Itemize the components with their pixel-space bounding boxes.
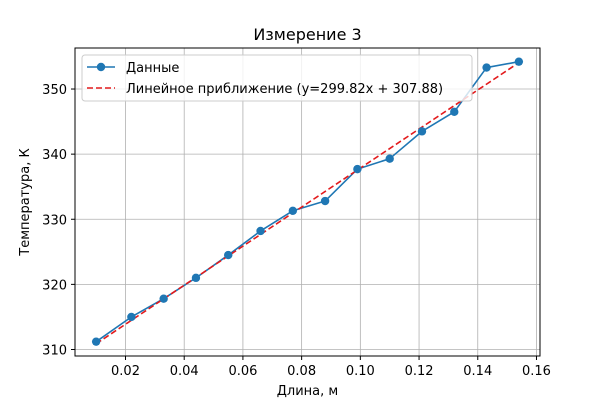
data-point [514,57,524,66]
data-point [320,196,330,206]
data-point [127,312,136,322]
x-tick-label: 0.08 [287,364,316,379]
x-tick-label: 0.14 [463,364,492,379]
chart-title: Измерение 3 [253,25,361,44]
data-point [159,294,168,303]
x-tick-label: 0.06 [228,364,257,379]
x-tick-label: 0.12 [405,364,434,379]
y-axis-label: Температура, К [18,148,33,256]
data-point [191,273,201,283]
legend: Данные Линейное приближение (y=299.82x +… [81,54,473,102]
y-tick-label: 330 [42,213,67,228]
plot-frame [74,47,541,357]
legend-box [81,54,473,102]
data-point [224,250,233,260]
legend-label-data: Данные [126,61,179,76]
data-point [353,164,362,174]
data-point [385,154,394,163]
series-line-data [95,60,520,343]
x-axis-label: Длина, м [277,384,338,399]
y-tick-label: 350 [42,83,67,98]
data-point [91,337,101,346]
x-tick-label: 0.04 [170,364,199,379]
x-tick-label: 0.16 [522,364,551,379]
ticks: 0.02 0.04 0.06 0.08 0.10 0.12 0.14 0.16 310 320 33… [42,83,551,379]
data-point [288,206,298,215]
y-tick-label: 320 [42,278,67,293]
data-point [450,107,459,117]
data-point [256,226,265,236]
x-tick-label: 0.10 [346,364,375,379]
x-tick-label: 0.02 [111,364,140,379]
legend-label-fit: Линейное приближение (y=299.82x + 307.88… [126,82,443,97]
data-point [417,127,427,136]
y-tick-label: 340 [42,148,67,163]
y-tick-label: 310 [42,343,67,358]
legend-marker-data [96,62,106,72]
data-point [482,63,491,72]
series-layer [91,57,524,346]
